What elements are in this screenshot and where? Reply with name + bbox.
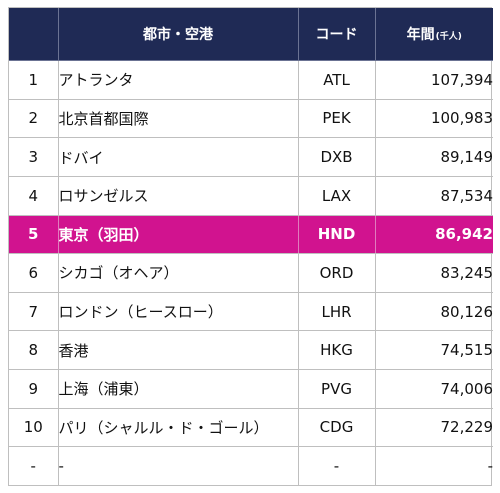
city-cell: - (58, 446, 299, 485)
rank-cell: 7 (9, 292, 59, 332)
passengers-cell: 86,942 (375, 215, 493, 255)
code-cell: LHR (298, 292, 376, 332)
code-cell: PEK (298, 99, 376, 139)
table-row: 10 パリ（シャルル・ド・ゴール） CDG 72,229 (9, 408, 493, 448)
passengers-cell: 72,229 (375, 408, 493, 448)
rank-cell: 2 (9, 99, 59, 139)
table-header-row: 都市・空港 コード 年間(千人) (9, 8, 493, 61)
passengers-cell: - (487, 457, 493, 476)
code-cell: HND (298, 215, 376, 255)
city-cell: シカゴ（オヘア） (58, 253, 299, 293)
table-row: - - - - (9, 446, 493, 485)
city-cell: 東京（羽田） (58, 215, 299, 255)
city-cell: 香港 (58, 330, 299, 370)
city-cell: 北京首都国際 (58, 99, 299, 139)
passengers-cell: 100,983 (375, 99, 493, 139)
rank-cell: 8 (9, 330, 59, 370)
table-row-highlighted: 5 東京（羽田） HND 86,942 (9, 215, 493, 255)
header-rank (9, 8, 59, 61)
passengers-cell: 74,006 (375, 369, 493, 409)
table-row: 9 上海（浦東） PVG 74,006 (9, 369, 493, 409)
passengers-cell: 89,149 (375, 137, 493, 177)
city-cell: アトランタ (58, 60, 299, 100)
code-cell: - (298, 446, 376, 485)
code-cell: ATL (298, 60, 376, 100)
passengers-cell: 107,394 (375, 60, 493, 100)
passengers-cell: 87,534 (375, 176, 493, 216)
airport-ranking-table: 都市・空港 コード 年間(千人) 1 アトランタ ATL 107,394 2 北… (9, 8, 493, 485)
header-city: 都市・空港 (58, 8, 299, 61)
table-row: 3 ドバイ DXB 89,149 (9, 137, 493, 177)
rank-cell: 10 (9, 408, 59, 448)
table-row: 6 シカゴ（オヘア） ORD 83,245 (9, 253, 493, 293)
header-passengers-unit: (千人) (435, 32, 462, 42)
table-row: 2 北京首都国際 PEK 100,983 (9, 99, 493, 139)
rank-cell: 5 (9, 215, 59, 255)
rank-cell: 9 (9, 369, 59, 409)
code-cell: ORD (298, 253, 376, 293)
table-row: 7 ロンドン（ヒースロー） LHR 80,126 (9, 292, 493, 332)
code-cell: HKG (298, 330, 376, 370)
header-passengers-label: 年間 (406, 27, 435, 43)
table-row: 4 ロサンゼルス LAX 87,534 (9, 176, 493, 216)
header-code: コード (298, 8, 376, 61)
rank-cell: 1 (9, 60, 59, 100)
city-cell: ドバイ (58, 137, 299, 177)
passengers-cell: 80,126 (375, 292, 493, 332)
city-cell: パリ（シャルル・ド・ゴール） (58, 408, 299, 448)
code-cell: LAX (298, 176, 376, 216)
code-cell: PVG (298, 369, 376, 409)
passengers-cell: 83,245 (375, 253, 493, 293)
table-row: 1 アトランタ ATL 107,394 (9, 60, 493, 100)
city-cell: 上海（浦東） (58, 369, 299, 409)
passengers-cell: 74,515 (375, 330, 493, 370)
code-cell: DXB (298, 137, 376, 177)
rank-cell: 6 (9, 253, 59, 293)
header-passengers: 年間(千人) (375, 8, 493, 61)
code-cell: CDG (298, 408, 376, 448)
city-cell: ロサンゼルス (58, 176, 299, 216)
rank-cell: 3 (9, 137, 59, 177)
rank-cell: - (9, 446, 59, 485)
airport-ranking-table-frame: 都市・空港 コード 年間(千人) 1 アトランタ ATL 107,394 2 北… (8, 7, 493, 486)
rank-cell: 4 (9, 176, 59, 216)
city-cell: ロンドン（ヒースロー） (58, 292, 299, 332)
table-row: 8 香港 HKG 74,515 (9, 330, 493, 370)
